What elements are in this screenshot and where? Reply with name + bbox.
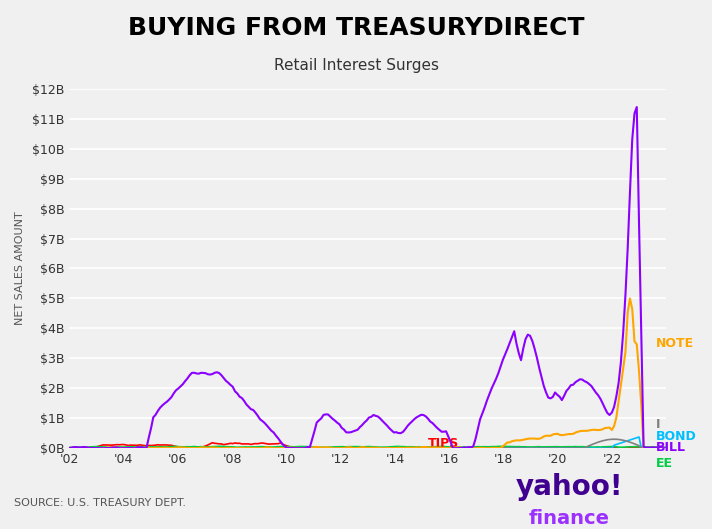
Text: I: I [656, 418, 660, 431]
Y-axis label: NET SALES AMOUNT: NET SALES AMOUNT [15, 212, 25, 325]
Text: BUYING FROM TREASURYDIRECT: BUYING FROM TREASURYDIRECT [127, 16, 585, 40]
Text: BOND: BOND [656, 430, 696, 443]
Text: TIPS: TIPS [427, 437, 459, 450]
Text: NOTE: NOTE [656, 337, 693, 350]
Text: SOURCE: U.S. TREASURY DEPT.: SOURCE: U.S. TREASURY DEPT. [14, 498, 187, 508]
Text: EE: EE [656, 457, 672, 470]
Text: Retail Interest Surges: Retail Interest Surges [273, 58, 439, 73]
Text: finance: finance [529, 509, 610, 528]
Text: BILL: BILL [656, 441, 686, 454]
Text: yahoo!: yahoo! [516, 473, 623, 500]
